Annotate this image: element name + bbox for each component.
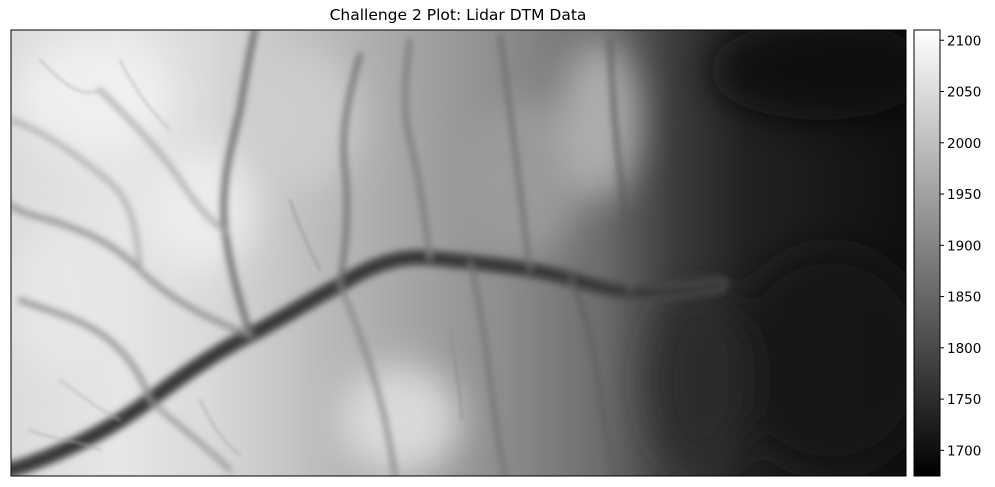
- colorbar-tick-label: 1700: [947, 443, 981, 459]
- colorbar-gradient: [914, 30, 940, 476]
- dtm-raster: [11, 30, 906, 476]
- colorbar-tick-label: 2000: [947, 136, 981, 152]
- colorbar-tick-label: 1800: [947, 341, 981, 357]
- colorbar: 1700 1750 1800 1850 1900 1950 2000 2050 2100: [913, 29, 981, 477]
- colorbar-frame: [913, 29, 941, 477]
- colorbar-tick-label: 1850: [947, 290, 981, 306]
- colorbar-tick-label: 1950: [947, 187, 981, 203]
- plot-frame: [10, 29, 907, 477]
- chart-title: Challenge 2 Plot: Lidar DTM Data: [329, 6, 587, 24]
- colorbar-tick-label: 2100: [947, 33, 981, 49]
- colorbar-tick-label: 2050: [947, 85, 981, 101]
- colorbar-ticks: 1700 1750 1800 1850 1900 1950 2000 2050 2100: [940, 33, 981, 459]
- colorbar-tick-label: 1750: [947, 392, 981, 408]
- colorbar-tick-label: 1900: [947, 238, 981, 254]
